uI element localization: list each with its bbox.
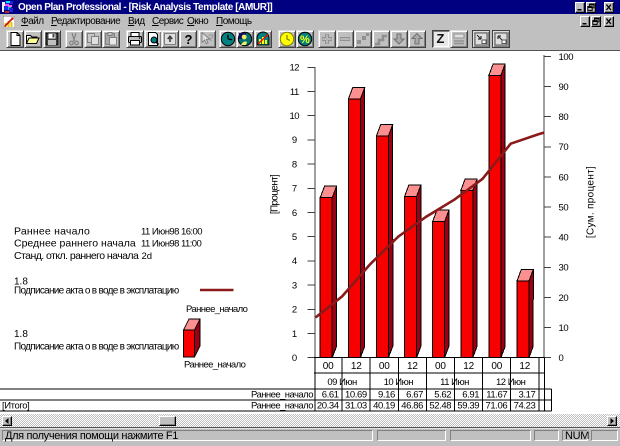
svg-text:6: 6	[292, 208, 297, 219]
svg-text:1.8: 1.8	[14, 277, 28, 288]
svg-text:00: 00	[491, 361, 502, 372]
svg-text:46.86: 46.86	[401, 401, 423, 412]
svg-text:[Сум. процент]: [Сум. процент]	[586, 166, 597, 238]
svg-text:Подписание акта о в воде в экс: Подписание акта о в воде в эксплатацию	[14, 286, 180, 297]
svg-text:1: 1	[292, 329, 297, 340]
svg-text:2d: 2d	[142, 251, 153, 262]
svg-text:3: 3	[292, 280, 297, 291]
svg-text:12: 12	[290, 63, 300, 74]
svg-text:11.67: 11.67	[486, 390, 507, 401]
svg-text:59.39: 59.39	[457, 401, 479, 412]
svg-text:60: 60	[559, 172, 569, 183]
svg-text:8: 8	[292, 159, 297, 170]
svg-text:?: ?	[208, 33, 214, 44]
svg-text:4: 4	[292, 256, 297, 267]
svg-text:12: 12	[407, 361, 418, 372]
svg-text:Раннее начало: Раннее начало	[14, 226, 90, 238]
svg-text:3.17: 3.17	[519, 390, 536, 401]
svg-text:20.34: 20.34	[317, 401, 339, 412]
svg-text:7: 7	[292, 184, 297, 195]
svg-text:[Итого]: [Итого]	[2, 401, 29, 412]
svg-text:Раннее_начало: Раннее_начало	[184, 359, 246, 370]
svg-text:0: 0	[559, 353, 564, 364]
svg-text:11 Июн: 11 Июн	[440, 377, 469, 388]
svg-text:Среднее раннего начала: Среднее раннего начала	[14, 238, 136, 250]
svg-text:11: 11	[290, 87, 299, 98]
svg-text:00: 00	[323, 361, 334, 372]
svg-text:12: 12	[351, 361, 362, 372]
svg-text:Раннее_начало: Раннее_начало	[251, 401, 313, 412]
svg-text:[Процент]: [Процент]	[270, 174, 281, 214]
svg-text:Раннее_начало: Раннее_начало	[251, 390, 313, 401]
svg-text:90: 90	[559, 82, 569, 93]
svg-text:Станд. откл. раннего начала: Станд. откл. раннего начала	[14, 250, 139, 262]
svg-text:10 Июн: 10 Июн	[384, 377, 414, 388]
svg-text:0: 0	[292, 353, 297, 364]
svg-text:52.48: 52.48	[429, 401, 451, 412]
svg-text:40: 40	[559, 233, 569, 244]
svg-text:11 Июн98 16:00: 11 Июн98 16:00	[141, 227, 202, 238]
svg-text:50: 50	[559, 202, 569, 213]
svg-text:71.06: 71.06	[486, 401, 508, 412]
svg-text:Подписание акта о в воде в экс: Подписание акта о в воде в эксплатацию	[14, 342, 180, 353]
svg-text:09 Июн: 09 Июн	[327, 377, 357, 388]
svg-text:30: 30	[559, 263, 569, 274]
svg-text:Раннее_начало: Раннее_начало	[186, 304, 248, 315]
svg-text:1.8: 1.8	[14, 329, 28, 340]
svg-text:10.69: 10.69	[345, 390, 367, 401]
svg-text:70: 70	[559, 142, 569, 153]
svg-text:5.62: 5.62	[434, 390, 451, 401]
svg-text:80: 80	[559, 112, 569, 123]
svg-text:%: %	[300, 34, 310, 46]
svg-text:12: 12	[463, 361, 474, 372]
svg-text:12: 12	[519, 361, 530, 372]
svg-text:10: 10	[290, 111, 300, 122]
svg-text:6.91: 6.91	[462, 390, 479, 401]
svg-text:40.19: 40.19	[373, 401, 395, 412]
svg-text:9: 9	[292, 135, 297, 146]
svg-text:20: 20	[559, 293, 569, 304]
svg-text:100: 100	[559, 52, 574, 63]
svg-text:6.61: 6.61	[322, 390, 339, 401]
svg-text:12 Июн: 12 Июн	[496, 377, 526, 388]
svg-text:00: 00	[379, 361, 390, 372]
svg-text:6.67: 6.67	[406, 390, 423, 401]
svg-text:31.03: 31.03	[345, 401, 367, 412]
svg-text:74.23: 74.23	[514, 401, 536, 412]
svg-text:9.16: 9.16	[378, 390, 395, 401]
svg-text:11 Июн98 11:00: 11 Июн98 11:00	[141, 239, 202, 250]
svg-text:00: 00	[435, 361, 446, 372]
svg-text:5: 5	[292, 232, 297, 243]
svg-text:2: 2	[292, 305, 297, 316]
svg-text:10: 10	[559, 323, 569, 334]
